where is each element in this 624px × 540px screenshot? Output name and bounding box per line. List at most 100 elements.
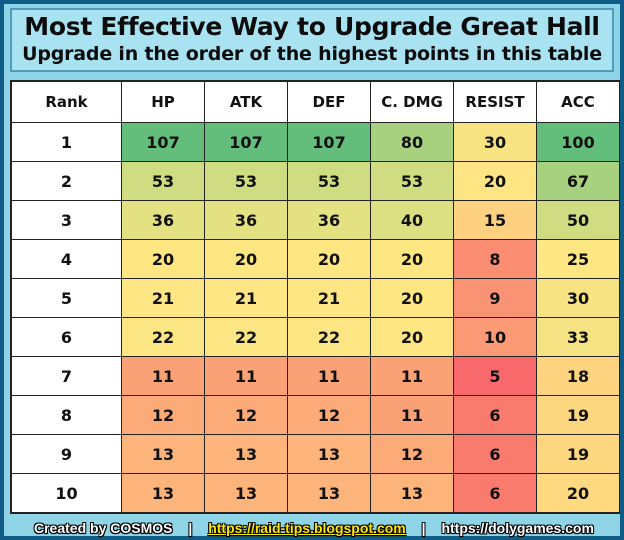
cell-cdmg: 12 [370, 434, 454, 474]
cell-rank: 1 [11, 122, 122, 162]
cell-rank: 5 [11, 278, 122, 318]
table-row: 5 21 21 21 20 9 30 [11, 278, 620, 318]
cell-rank: 3 [11, 200, 122, 240]
header-banner: Most Effective Way to Upgrade Great Hall… [10, 8, 614, 72]
cell-hp: 13 [121, 434, 205, 474]
cell-def: 53 [287, 161, 371, 201]
table-header-row: Rank HP ATK DEF C. DMG RESIST ACC [11, 81, 620, 123]
cell-atk: 107 [204, 122, 288, 162]
cell-cdmg: 20 [370, 239, 454, 279]
cell-acc: 67 [536, 161, 620, 201]
cell-rank: 2 [11, 161, 122, 201]
cell-def: 36 [287, 200, 371, 240]
page-title: Most Effective Way to Upgrade Great Hall [24, 12, 600, 41]
cell-atk: 12 [204, 395, 288, 435]
cell-def: 12 [287, 395, 371, 435]
cell-resist: 5 [453, 356, 537, 396]
cell-resist: 10 [453, 317, 537, 357]
cell-def: 107 [287, 122, 371, 162]
cell-rank: 7 [11, 356, 122, 396]
cell-resist: 6 [453, 473, 537, 513]
cell-cdmg: 80 [370, 122, 454, 162]
cell-atk: 22 [204, 317, 288, 357]
cell-rank: 4 [11, 239, 122, 279]
column-header-atk: ATK [204, 81, 288, 123]
cell-resist: 6 [453, 395, 537, 435]
cell-atk: 13 [204, 473, 288, 513]
column-header-resist: RESIST [453, 81, 537, 123]
cell-def: 22 [287, 317, 371, 357]
cell-acc: 50 [536, 200, 620, 240]
footer-credits: Created by COSMOS | https://raid-tips.bl… [34, 518, 604, 538]
cell-cdmg: 11 [370, 356, 454, 396]
cell-atk: 53 [204, 161, 288, 201]
table-row: 1 107 107 107 80 30 100 [11, 122, 620, 162]
cell-acc: 33 [536, 317, 620, 357]
cell-cdmg: 53 [370, 161, 454, 201]
column-header-cdmg: C. DMG [370, 81, 454, 123]
cell-hp: 20 [121, 239, 205, 279]
cell-hp: 36 [121, 200, 205, 240]
cell-hp: 22 [121, 317, 205, 357]
cell-def: 11 [287, 356, 371, 396]
cell-acc: 19 [536, 434, 620, 474]
table-row: 3 36 36 36 40 15 50 [11, 200, 620, 240]
footer-link-raid-tips[interactable]: https://raid-tips.blogspot.com [208, 520, 406, 536]
cell-acc: 100 [536, 122, 620, 162]
cell-hp: 12 [121, 395, 205, 435]
cell-atk: 13 [204, 434, 288, 474]
cell-atk: 11 [204, 356, 288, 396]
table-row: 4 20 20 20 20 8 25 [11, 239, 620, 279]
cell-resist: 30 [453, 122, 537, 162]
cell-atk: 20 [204, 239, 288, 279]
cell-hp: 107 [121, 122, 205, 162]
cell-def: 21 [287, 278, 371, 318]
cell-acc: 18 [536, 356, 620, 396]
cell-cdmg: 40 [370, 200, 454, 240]
cell-rank: 6 [11, 317, 122, 357]
cell-hp: 11 [121, 356, 205, 396]
cell-hp: 53 [121, 161, 205, 201]
cell-acc: 25 [536, 239, 620, 279]
table-row: 6 22 22 22 20 10 33 [11, 317, 620, 357]
cell-acc: 19 [536, 395, 620, 435]
cell-atk: 21 [204, 278, 288, 318]
table-row: 9 13 13 13 12 6 19 [11, 434, 620, 474]
cell-cdmg: 13 [370, 473, 454, 513]
cell-rank: 8 [11, 395, 122, 435]
cell-def: 13 [287, 473, 371, 513]
cell-cdmg: 11 [370, 395, 454, 435]
cell-acc: 30 [536, 278, 620, 318]
cell-def: 20 [287, 239, 371, 279]
cell-rank: 9 [11, 434, 122, 474]
cell-resist: 15 [453, 200, 537, 240]
table-row: 2 53 53 53 53 20 67 [11, 161, 620, 201]
footer-link-dolygames[interactable]: https://dolygames.com [441, 520, 594, 536]
table-row: 7 11 11 11 11 5 18 [11, 356, 620, 396]
column-header-acc: ACC [536, 81, 620, 123]
footer-separator: | [188, 520, 193, 536]
upgrade-table-container: Rank HP ATK DEF C. DMG RESIST ACC 1 107 10… [10, 80, 620, 514]
footer-separator: | [421, 520, 426, 536]
cell-resist: 9 [453, 278, 537, 318]
cell-cdmg: 20 [370, 317, 454, 357]
cell-resist: 8 [453, 239, 537, 279]
cell-resist: 20 [453, 161, 537, 201]
cell-acc: 20 [536, 473, 620, 513]
page-subtitle: Upgrade in the order of the highest poin… [22, 43, 602, 65]
table-row: 10 13 13 13 13 6 20 [11, 473, 620, 513]
table-body: 1 107 107 107 80 30 100 2 53 53 53 53 20 67 3 36 36 36 40 1… [11, 122, 620, 513]
column-header-rank: Rank [11, 81, 122, 123]
cell-cdmg: 20 [370, 278, 454, 318]
cell-hp: 13 [121, 473, 205, 513]
cell-resist: 6 [453, 434, 537, 474]
cell-def: 13 [287, 434, 371, 474]
footer-credit-text: Created by COSMOS [34, 520, 173, 536]
cell-hp: 21 [121, 278, 205, 318]
table-row: 8 12 12 12 11 6 19 [11, 395, 620, 435]
cell-rank: 10 [11, 473, 122, 513]
column-header-hp: HP [121, 81, 205, 123]
upgrade-table: Rank HP ATK DEF C. DMG RESIST ACC 1 107 10… [11, 81, 620, 513]
cell-atk: 36 [204, 200, 288, 240]
